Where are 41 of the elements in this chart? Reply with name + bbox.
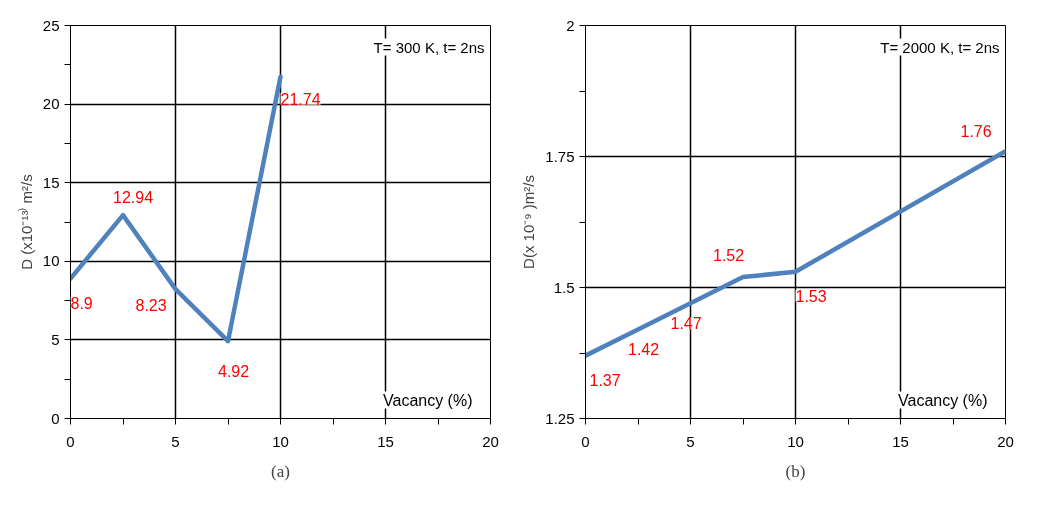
x-tick-label: 5 [171,432,180,450]
data-label: 1.42 [628,341,660,359]
data-label: 21.74 [280,90,321,108]
y-tick-label: 1.5 [553,278,575,296]
x-tick-label: 5 [686,432,695,450]
y-axis-title: D(x 10⁻⁹ )m²/s [520,175,538,269]
data-label: 1.47 [670,315,702,333]
y-tick-label: 10 [42,252,60,270]
data-label: 12.94 [113,189,154,207]
y-tick-label: 25 [42,16,60,34]
y-tick-label: 5 [51,330,60,348]
annotation: T= 300 K, t= 2ns [373,38,485,56]
text: (a) [271,461,290,481]
x-tick-label: 20 [997,432,1014,450]
x-tick-label: 15 [892,432,909,450]
data-label: 8.23 [135,297,167,315]
data-label: 1.37 [589,371,621,389]
y-tick-label: 1.25 [545,409,575,427]
x-tick-label: 10 [787,432,804,450]
text: (b) [785,461,806,481]
x-tick-label: 15 [377,432,394,450]
data-label: 1.76 [960,123,992,141]
annotation: T= 2000 K, t= 2ns [880,38,1000,56]
y-tick-label: 15 [42,173,60,191]
line-series [585,149,1006,358]
data-label: 8.9 [70,294,93,312]
y-tick-label: 20 [42,95,60,113]
x-tick-label: 0 [66,432,75,450]
y-axis-title: D (x10⁻¹³⁾ m²/s [17,174,35,270]
x-tick-label: 0 [581,432,590,450]
x-tick-label: 10 [272,432,289,450]
y-tick-label: 0 [51,409,60,427]
y-tick-label: 1.75 [545,147,575,165]
y-tick-label: 2 [566,16,575,34]
data-label: 4.92 [218,363,250,381]
x-tick-label: 20 [482,432,499,450]
data-label: 1.53 [795,287,827,305]
line-series [70,74,283,344]
data-label: 1.52 [713,247,745,265]
x-axis-title: Vacancy (%) [897,391,988,409]
x-axis-title: Vacancy (%) [382,391,473,409]
